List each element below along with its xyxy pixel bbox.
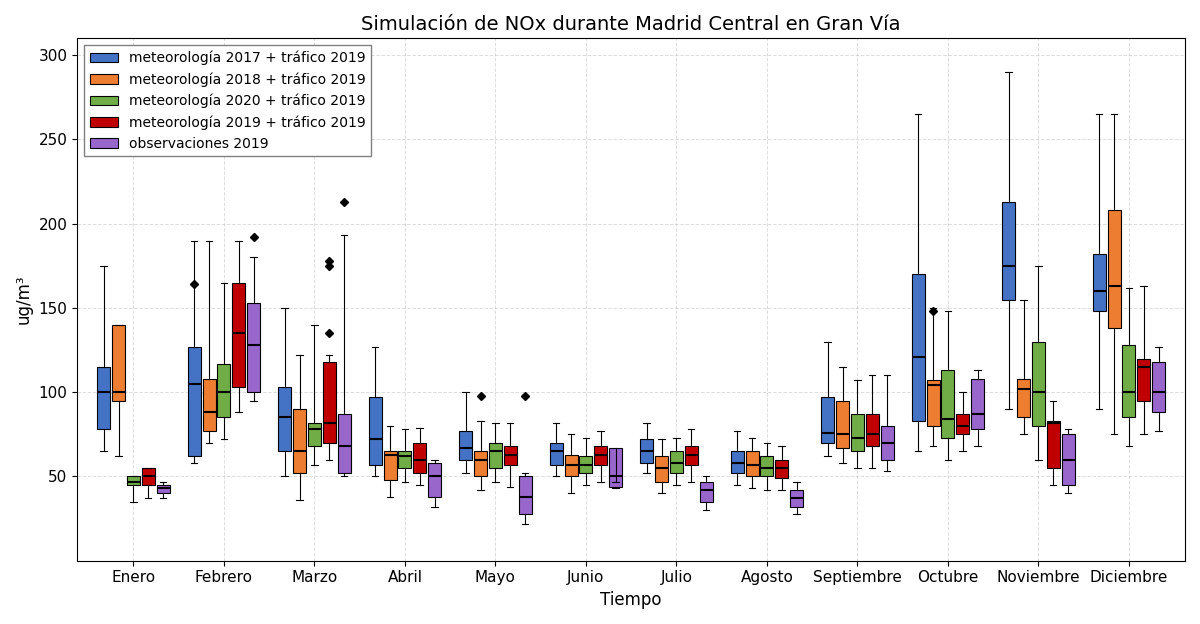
PathPatch shape <box>504 446 517 465</box>
PathPatch shape <box>836 401 850 448</box>
PathPatch shape <box>368 397 382 465</box>
PathPatch shape <box>1032 342 1045 426</box>
PathPatch shape <box>142 468 155 485</box>
PathPatch shape <box>865 414 878 446</box>
PathPatch shape <box>775 460 788 478</box>
PathPatch shape <box>610 448 622 487</box>
PathPatch shape <box>1138 359 1151 401</box>
PathPatch shape <box>323 362 336 443</box>
PathPatch shape <box>203 379 216 431</box>
PathPatch shape <box>413 443 426 473</box>
PathPatch shape <box>971 379 984 429</box>
PathPatch shape <box>308 422 320 446</box>
PathPatch shape <box>460 431 473 460</box>
PathPatch shape <box>1046 421 1060 468</box>
PathPatch shape <box>956 414 970 434</box>
PathPatch shape <box>428 463 442 497</box>
PathPatch shape <box>731 451 744 473</box>
PathPatch shape <box>655 456 668 482</box>
PathPatch shape <box>518 477 532 514</box>
PathPatch shape <box>685 446 697 465</box>
PathPatch shape <box>640 439 653 463</box>
PathPatch shape <box>580 456 593 473</box>
PathPatch shape <box>247 303 260 392</box>
PathPatch shape <box>912 275 925 421</box>
PathPatch shape <box>474 451 487 477</box>
PathPatch shape <box>745 451 758 477</box>
PathPatch shape <box>941 370 954 437</box>
PathPatch shape <box>1002 202 1015 300</box>
PathPatch shape <box>851 414 864 451</box>
Y-axis label: ug/m³: ug/m³ <box>14 275 32 324</box>
PathPatch shape <box>670 451 683 473</box>
PathPatch shape <box>821 397 834 443</box>
PathPatch shape <box>1018 379 1030 417</box>
PathPatch shape <box>1152 362 1165 412</box>
PathPatch shape <box>112 325 125 401</box>
PathPatch shape <box>384 451 396 480</box>
PathPatch shape <box>1108 210 1121 328</box>
PathPatch shape <box>97 367 110 429</box>
PathPatch shape <box>278 387 292 451</box>
PathPatch shape <box>1093 254 1105 311</box>
PathPatch shape <box>700 482 713 502</box>
PathPatch shape <box>398 451 412 468</box>
PathPatch shape <box>488 443 502 468</box>
PathPatch shape <box>564 454 577 477</box>
PathPatch shape <box>156 485 169 494</box>
PathPatch shape <box>1062 434 1075 485</box>
PathPatch shape <box>761 456 774 477</box>
PathPatch shape <box>1122 345 1135 417</box>
PathPatch shape <box>926 381 940 426</box>
PathPatch shape <box>594 446 607 465</box>
X-axis label: Tiempo: Tiempo <box>600 591 662 609</box>
PathPatch shape <box>550 443 563 465</box>
PathPatch shape <box>187 347 200 456</box>
PathPatch shape <box>337 414 350 473</box>
PathPatch shape <box>127 477 140 485</box>
PathPatch shape <box>881 426 894 460</box>
PathPatch shape <box>293 409 306 473</box>
Legend: meteorología 2017 + tráfico 2019, meteorología 2018 + tráfico 2019, meteorología: meteorología 2017 + tráfico 2019, meteor… <box>84 46 371 156</box>
PathPatch shape <box>790 490 803 507</box>
PathPatch shape <box>232 283 245 387</box>
Title: Simulación de NOx durante Madrid Central en Gran Vía: Simulación de NOx durante Madrid Central… <box>361 15 901 34</box>
PathPatch shape <box>217 364 230 417</box>
